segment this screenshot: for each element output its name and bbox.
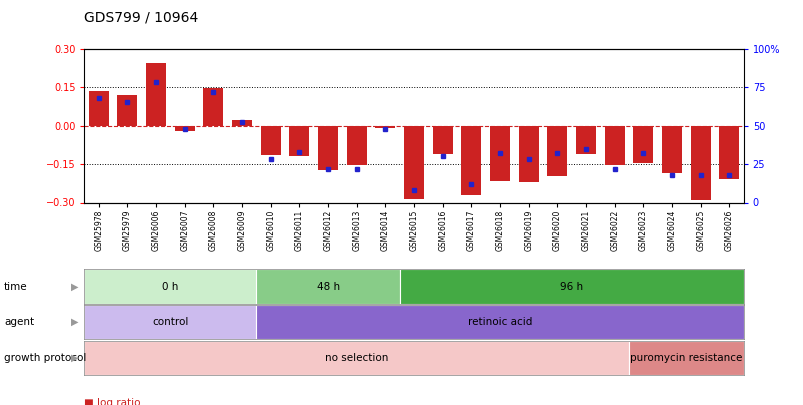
- Bar: [232, 120, 252, 126]
- Bar: [256, 305, 743, 339]
- Bar: [117, 95, 137, 126]
- Bar: [375, 126, 395, 128]
- Text: 48 h: 48 h: [316, 281, 339, 292]
- Bar: [489, 126, 509, 181]
- Bar: [174, 126, 194, 131]
- Bar: [84, 269, 256, 304]
- Bar: [260, 126, 280, 155]
- Text: 96 h: 96 h: [560, 281, 582, 292]
- Bar: [346, 126, 366, 165]
- Text: ▶: ▶: [71, 281, 78, 292]
- Text: time: time: [4, 281, 27, 292]
- Bar: [203, 87, 223, 126]
- Text: ▶: ▶: [71, 353, 78, 363]
- Bar: [289, 126, 309, 156]
- Text: agent: agent: [4, 317, 34, 327]
- Text: growth protocol: growth protocol: [4, 353, 86, 363]
- Text: no selection: no selection: [324, 353, 388, 363]
- Bar: [404, 126, 423, 199]
- Bar: [88, 91, 108, 126]
- Bar: [399, 269, 743, 304]
- Text: puromycin resistance: puromycin resistance: [630, 353, 742, 363]
- Bar: [690, 126, 710, 200]
- Bar: [604, 126, 624, 165]
- Bar: [461, 126, 481, 195]
- Bar: [633, 126, 653, 163]
- Text: ▶: ▶: [71, 317, 78, 327]
- Bar: [719, 126, 739, 179]
- Text: GDS799 / 10964: GDS799 / 10964: [84, 10, 198, 24]
- Bar: [318, 126, 338, 171]
- Bar: [547, 126, 567, 176]
- Text: control: control: [152, 317, 189, 327]
- Bar: [575, 126, 595, 154]
- Bar: [432, 126, 452, 154]
- Bar: [146, 63, 166, 126]
- Bar: [628, 341, 743, 375]
- Bar: [518, 126, 538, 182]
- Text: ■ log ratio: ■ log ratio: [84, 399, 141, 405]
- Bar: [661, 126, 681, 173]
- Text: 0 h: 0 h: [162, 281, 178, 292]
- Bar: [256, 269, 399, 304]
- Bar: [84, 305, 256, 339]
- Text: retinoic acid: retinoic acid: [467, 317, 532, 327]
- Bar: [84, 341, 628, 375]
